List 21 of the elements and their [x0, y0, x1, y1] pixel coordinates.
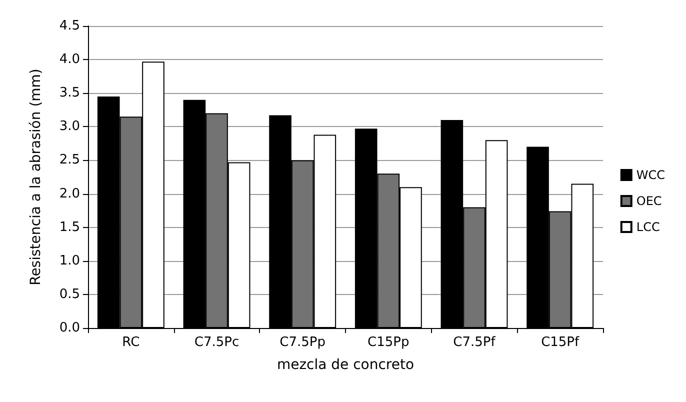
x-axis-title: mezcla de concreto — [276, 357, 414, 373]
x-tick-label: C15Pf — [541, 335, 580, 350]
y-tick-label: 3.0 — [59, 119, 80, 134]
y-tick-label: 1.0 — [59, 253, 80, 268]
y-tick-label: 0.0 — [59, 320, 80, 336]
legend-label: OEC — [636, 194, 662, 208]
x-tick-label: C7.5Pf — [453, 335, 496, 350]
legend-label: WCC — [636, 168, 665, 182]
y-tick-label: 2.5 — [59, 152, 80, 168]
x-tick-label: RC — [122, 335, 140, 350]
x-tick-label: C15Pp — [368, 335, 410, 350]
y-tick-label: 4.0 — [59, 52, 80, 68]
x-tick-label: C7.5Pc — [194, 335, 240, 350]
y-tick-label: 4.5 — [59, 18, 80, 34]
y-tick-label: 2.0 — [59, 186, 80, 202]
y-tick-label: 0.5 — [59, 286, 80, 302]
y-tick-label: 3.5 — [59, 86, 80, 101]
legend-label: LCC — [636, 220, 660, 234]
y-tick-label: 1.5 — [59, 220, 80, 235]
x-tick-label: C7.5Pp — [280, 335, 326, 350]
y-axis-title: Resistencia a la abrasión (mm) — [28, 68, 44, 286]
